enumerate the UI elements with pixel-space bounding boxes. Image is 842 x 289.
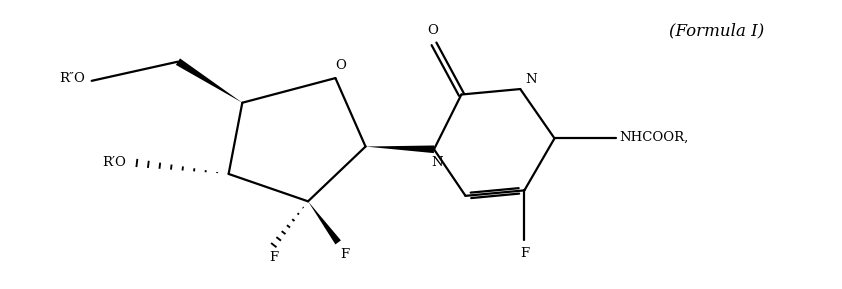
Text: F: F — [340, 248, 349, 261]
Text: O: O — [427, 24, 438, 37]
Text: F: F — [269, 251, 279, 264]
Text: O: O — [335, 59, 346, 72]
Text: N: N — [431, 156, 443, 169]
Text: N: N — [525, 73, 537, 86]
Text: F: F — [520, 247, 529, 260]
Text: R′O: R′O — [102, 156, 126, 169]
Polygon shape — [308, 201, 341, 244]
Text: R″O: R″O — [59, 72, 85, 85]
Text: NHCOOR,: NHCOOR, — [619, 130, 688, 143]
Polygon shape — [176, 58, 242, 103]
Text: (Formula I): (Formula I) — [669, 23, 764, 40]
Polygon shape — [365, 145, 434, 153]
